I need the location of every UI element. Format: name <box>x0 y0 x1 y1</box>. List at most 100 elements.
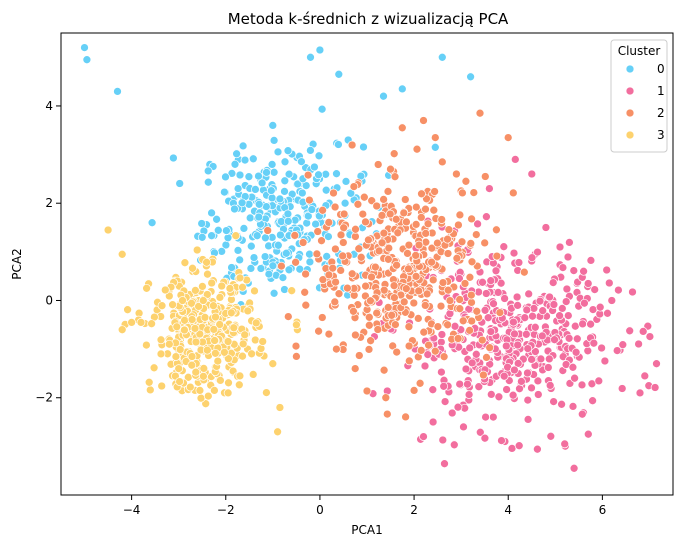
data-point-cluster-2 <box>404 341 414 351</box>
data-point-cluster-1 <box>523 344 533 353</box>
data-point-cluster-2 <box>277 261 286 271</box>
data-point-cluster-1 <box>440 459 449 469</box>
data-point-cluster-1 <box>579 266 588 276</box>
data-point-cluster-3 <box>187 352 197 361</box>
data-point-cluster-2 <box>438 278 448 287</box>
data-point-cluster-3 <box>157 301 167 311</box>
legend: Cluster 0 1 2 3 <box>610 39 668 153</box>
data-point-cluster-1 <box>570 321 580 331</box>
data-point-cluster-3 <box>220 347 229 357</box>
data-point-cluster-2 <box>351 330 360 340</box>
data-point-cluster-3 <box>262 388 271 397</box>
data-point-cluster-3 <box>147 319 156 329</box>
data-point-cluster-1 <box>602 265 612 275</box>
data-point-cluster-2 <box>455 210 465 220</box>
data-point-cluster-1 <box>459 422 468 432</box>
data-point-cluster-1 <box>450 321 460 331</box>
data-point-cluster-2 <box>485 343 495 353</box>
data-point-cluster-2 <box>381 393 391 403</box>
data-point-cluster-2 <box>391 320 400 329</box>
y-axis-ticks: −2 0 2 4 <box>35 99 61 405</box>
data-point-cluster-2 <box>409 386 419 395</box>
data-point-cluster-0 <box>251 185 260 194</box>
data-point-cluster-2 <box>387 310 397 320</box>
data-point-cluster-2 <box>332 344 341 354</box>
data-point-cluster-2 <box>401 412 410 422</box>
data-point-cluster-2 <box>437 215 447 224</box>
data-point-cluster-2 <box>414 286 424 296</box>
data-point-cluster-2 <box>391 214 401 224</box>
legend-label-cluster-0: 0 <box>657 62 665 76</box>
data-point-cluster-3 <box>160 285 170 295</box>
data-point-cluster-1 <box>580 298 589 308</box>
data-point-cluster-3 <box>144 377 154 387</box>
data-point-cluster-1 <box>568 362 578 372</box>
legend-title: Cluster <box>618 44 661 58</box>
data-point-cluster-0 <box>147 218 157 228</box>
data-point-cluster-1 <box>625 326 635 336</box>
data-point-cluster-1 <box>521 329 531 339</box>
data-point-cluster-1 <box>588 305 598 314</box>
data-point-cluster-2 <box>400 195 410 204</box>
data-point-cluster-1 <box>483 313 493 323</box>
data-point-cluster-2 <box>436 301 446 311</box>
data-point-cluster-0 <box>249 253 259 262</box>
data-point-cluster-2 <box>390 293 399 302</box>
data-point-cluster-0 <box>280 176 290 186</box>
legend-marker-cluster-1 <box>625 86 635 96</box>
data-point-cluster-1 <box>607 296 617 305</box>
data-point-cluster-0 <box>235 255 245 265</box>
data-point-cluster-1 <box>514 441 524 451</box>
data-point-cluster-2 <box>519 267 529 277</box>
data-point-cluster-2 <box>457 237 467 247</box>
data-point-cluster-2 <box>354 351 364 360</box>
legend-marker-cluster-3 <box>625 130 635 140</box>
data-point-cluster-0 <box>397 84 407 94</box>
data-point-cluster-2 <box>419 116 428 125</box>
data-point-cluster-1 <box>571 347 581 357</box>
plot-border <box>60 32 674 496</box>
data-point-cluster-1 <box>480 433 490 443</box>
x-tick-label: −4 <box>123 503 141 517</box>
data-point-cluster-2 <box>452 253 462 263</box>
data-point-cluster-0 <box>254 171 263 181</box>
data-point-cluster-2 <box>354 244 364 254</box>
data-point-cluster-2 <box>385 209 395 219</box>
data-point-cluster-3 <box>224 378 233 388</box>
data-point-cluster-1 <box>569 463 579 473</box>
data-point-cluster-2 <box>331 277 340 287</box>
data-point-cluster-0 <box>283 209 293 219</box>
data-point-cluster-1 <box>480 305 490 315</box>
data-point-cluster-2 <box>415 378 425 388</box>
data-point-cluster-3 <box>226 308 236 318</box>
data-point-cluster-2 <box>412 144 422 154</box>
data-point-cluster-0 <box>245 213 255 223</box>
data-point-cluster-1 <box>475 427 485 437</box>
data-point-cluster-2 <box>384 243 394 253</box>
data-point-cluster-0 <box>324 232 333 241</box>
data-point-cluster-0 <box>240 155 250 165</box>
data-point-cluster-2 <box>372 201 382 211</box>
data-point-cluster-1 <box>597 343 606 353</box>
data-point-cluster-1 <box>455 379 465 389</box>
data-point-cluster-1 <box>564 333 574 343</box>
data-point-cluster-1 <box>485 184 494 193</box>
data-point-cluster-1 <box>557 399 566 409</box>
data-point-cluster-2 <box>466 239 476 248</box>
data-point-cluster-1 <box>449 440 459 450</box>
data-point-cluster-3 <box>156 349 166 359</box>
y-tick-label: 0 <box>45 293 53 307</box>
data-point-cluster-2 <box>428 275 438 285</box>
data-point-cluster-2 <box>471 230 481 239</box>
axes <box>60 32 674 496</box>
x-tick-label: 2 <box>410 503 418 517</box>
data-point-cluster-1 <box>527 383 536 393</box>
data-point-cluster-2 <box>503 133 513 142</box>
data-point-cluster-2 <box>336 230 346 240</box>
data-point-cluster-1 <box>578 319 587 329</box>
data-point-cluster-3 <box>235 273 245 283</box>
data-point-cluster-0 <box>280 187 289 196</box>
data-point-cluster-2 <box>430 346 440 356</box>
data-point-cluster-0 <box>306 146 315 155</box>
data-point-cluster-0 <box>281 248 291 258</box>
